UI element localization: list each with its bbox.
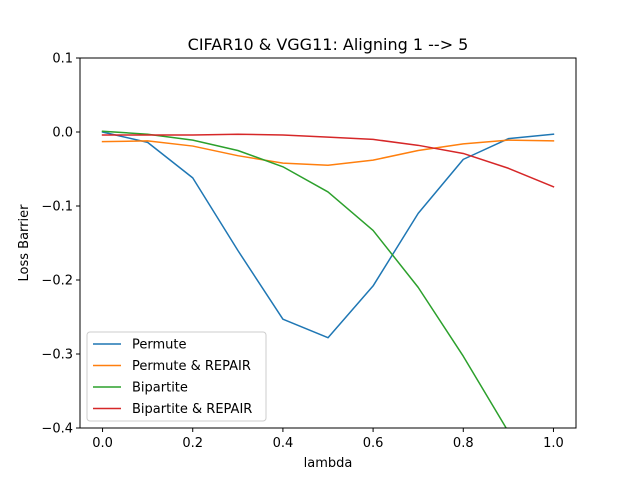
y-tick-label: −0.3 — [41, 348, 73, 363]
plot-frame — [79, 57, 577, 429]
y-axis: 0.1 0.0 −0.1 −0.2 −0.3 −0.4 — [41, 52, 80, 437]
series-layer — [101, 130, 555, 428]
legend-label: Bipartite & REPAIR — [132, 402, 252, 417]
series-line-3 — [101, 133, 555, 188]
x-tick-label: 0.0 — [92, 436, 113, 451]
series-line-2 — [101, 130, 508, 428]
legend: Permute Permute & REPAIR Bipartite Bipartit… — [86, 331, 267, 422]
x-axis-label: lambda — [304, 456, 353, 471]
y-tick-label: −0.2 — [41, 274, 73, 289]
y-tick-label: 0.1 — [52, 52, 73, 67]
x-tick-label: 0.6 — [363, 436, 384, 451]
x-axis: 0.0 0.2 0.4 0.6 0.8 1.0 — [92, 428, 564, 451]
x-tick-label: 0.8 — [453, 436, 474, 451]
legend-box — [86, 331, 267, 422]
y-tick-label: 0.0 — [52, 126, 73, 141]
y-axis-label: Loss Barrier — [17, 204, 32, 282]
x-tick-label: 0.2 — [182, 436, 203, 451]
y-tick-label: −0.1 — [41, 200, 73, 215]
chart-title: CIFAR10 & VGG11: Aligning 1 --> 5 — [188, 35, 469, 54]
legend-label: Bipartite — [132, 381, 188, 396]
x-tick-label: 1.0 — [543, 436, 564, 451]
legend-label: Permute & REPAIR — [132, 359, 251, 374]
legend-label: Permute — [132, 338, 187, 353]
series-line-0 — [101, 131, 555, 339]
x-tick-label: 0.4 — [273, 436, 294, 451]
series-line-1 — [101, 139, 555, 167]
y-tick-label: −0.4 — [41, 422, 73, 437]
